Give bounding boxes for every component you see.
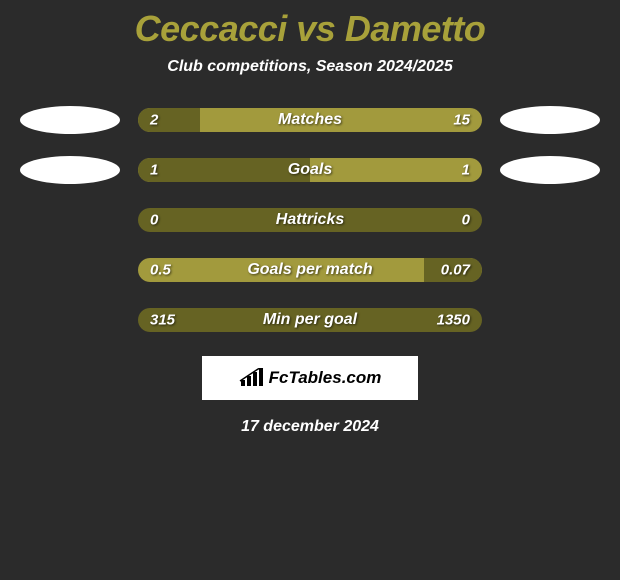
stats-rows: 2 Matches 15 1 Goals 1 0 Hattricks 0 0.5 Goals per… [0, 106, 620, 334]
stat-value-left: 2 [150, 112, 158, 129]
comparison-infographic: Ceccacci vs Dametto Club competitions, S… [0, 0, 620, 436]
brand-text: FcTables.com [269, 368, 382, 388]
player-right-avatar [500, 156, 600, 184]
avatar-spacer [500, 206, 600, 234]
stat-value-right: 0.07 [441, 262, 470, 279]
stat-value-left: 0 [150, 212, 158, 229]
stat-label: Hattricks [276, 211, 344, 229]
stat-label: Goals per match [247, 261, 372, 279]
avatar-spacer [20, 206, 120, 234]
stat-row: 1 Goals 1 [0, 156, 620, 184]
subtitle: Club competitions, Season 2024/2025 [0, 58, 620, 76]
stat-value-right: 1 [462, 162, 470, 179]
stat-bar: 1 Goals 1 [138, 158, 482, 182]
stat-value-left: 1 [150, 162, 158, 179]
stat-label: Goals [288, 161, 332, 179]
bar-fill-left [138, 158, 310, 182]
stat-value-right: 1350 [437, 312, 470, 329]
stat-row: 0.5 Goals per match 0.07 [0, 256, 620, 284]
stat-row: 315 Min per goal 1350 [0, 306, 620, 334]
stat-label: Matches [278, 111, 342, 129]
avatar-spacer [20, 306, 120, 334]
brand-badge: FcTables.com [202, 356, 418, 400]
bar-chart-icon [239, 368, 265, 388]
player-left-avatar [20, 106, 120, 134]
stat-bar: 2 Matches 15 [138, 108, 482, 132]
avatar-spacer [500, 306, 600, 334]
stat-bar: 0 Hattricks 0 [138, 208, 482, 232]
player-left-avatar [20, 156, 120, 184]
avatar-spacer [500, 256, 600, 284]
stat-row: 0 Hattricks 0 [0, 206, 620, 234]
bar-fill-left [138, 108, 200, 132]
stat-value-right: 15 [453, 112, 470, 129]
stat-bar: 0.5 Goals per match 0.07 [138, 258, 482, 282]
stat-value-left: 0.5 [150, 262, 171, 279]
stat-value-right: 0 [462, 212, 470, 229]
stat-value-left: 315 [150, 312, 175, 329]
player-right-avatar [500, 106, 600, 134]
page-title: Ceccacci vs Dametto [0, 8, 620, 50]
stat-label: Min per goal [263, 311, 357, 329]
avatar-spacer [20, 256, 120, 284]
stat-row: 2 Matches 15 [0, 106, 620, 134]
stat-bar: 315 Min per goal 1350 [138, 308, 482, 332]
date-text: 17 december 2024 [0, 418, 620, 436]
